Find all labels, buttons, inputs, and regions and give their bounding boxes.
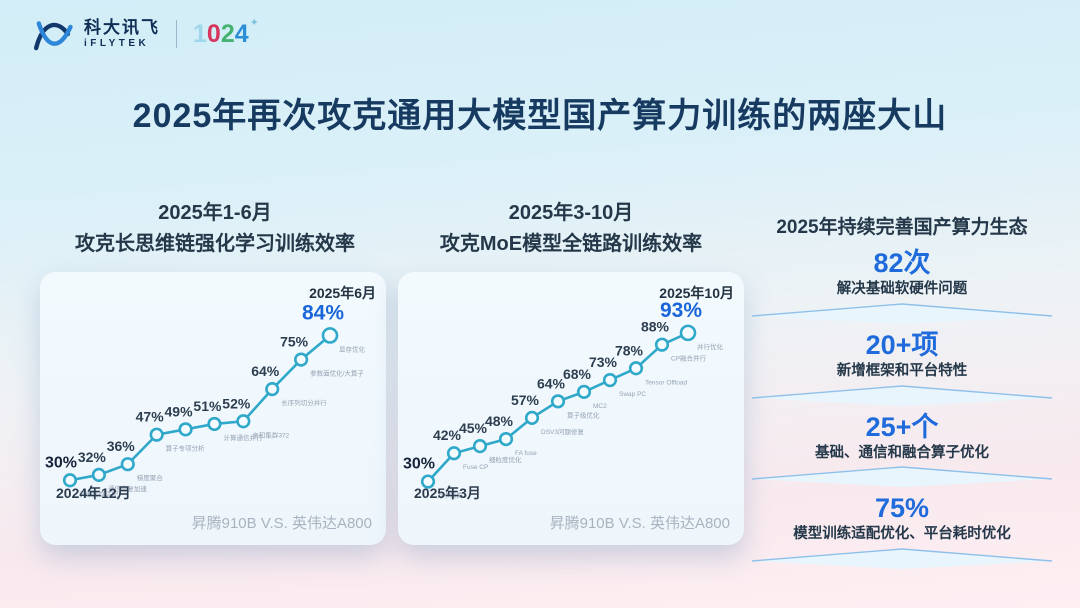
stat-block-issues: 82次 解决基础软硬件问题 [752, 248, 1052, 325]
svg-text:49%: 49% [165, 403, 194, 419]
svg-text:93%: 93% [660, 299, 702, 322]
chart2-start-date: 2025年3月 [414, 485, 481, 501]
brand-text: 科大讯飞 iFLYTEK [84, 19, 160, 49]
svg-text:30%: 30% [45, 454, 77, 471]
svg-text:Swap PC: Swap PC [619, 391, 646, 398]
chart1-heading-line2: 攻克长思维链强化学习训练效率 [75, 233, 355, 255]
svg-text:36%: 36% [107, 438, 136, 454]
stat-value: 75% [874, 493, 930, 524]
stat-value: 20+项 [865, 329, 939, 360]
chart1-heading: 2025年1-6月 攻克长思维链强化学习训练效率 [40, 198, 390, 260]
efficiency-chart-2: 30% 万卡集群 42% Fuse CP 45% 细粒度优化 48% FA fuse 57% DS… [403, 285, 734, 500]
right-panel-title: 2025年持续完善国产算力生态 [776, 217, 1028, 238]
svg-text:32%: 32% [78, 449, 107, 465]
svg-text:47%: 47% [136, 409, 165, 425]
svg-text:64%: 64% [537, 375, 566, 391]
event-1024-logo: 1 0 2 4 ✦ [193, 17, 259, 48]
chart2-heading: 2025年3-10月 攻克MoE模型全链路训练效率 [396, 198, 746, 260]
stat-label: 解决基础软硬件问题 [836, 281, 968, 298]
sparkle-icon: ✦ [249, 16, 259, 29]
iflytek-logo-icon [33, 21, 73, 51]
svg-text:万卡集群: 万卡集群 [437, 491, 464, 500]
svg-text:算子专项分析: 算子专项分析 [166, 444, 206, 453]
svg-text:51%: 51% [193, 398, 222, 414]
chart2-card: 30% 万卡集群 42% Fuse CP 45% 细粒度优化 48% FA fuse 57% DS… [398, 272, 744, 545]
stat-block-features: 20+项 新增框架和平台特性 [752, 330, 1052, 407]
svg-text:CP融合并行: CP融合并行 [671, 354, 707, 363]
stat-block-operators: 25+个 基础、通信和融合算子优化 [752, 412, 1052, 489]
stat-label: 新增框架和平台特性 [836, 362, 968, 379]
platform-shape [752, 384, 1052, 406]
chart1-comparison-label: 昇腾910B V.S. 英伟达A800 [191, 515, 372, 532]
svg-text:DSV3问题修复: DSV3问题修复 [541, 427, 584, 436]
svg-text:2025年6月: 2025年6月 [309, 285, 376, 301]
svg-text:52%: 52% [222, 395, 251, 411]
svg-text:算子级优化: 算子级优化 [567, 410, 600, 419]
svg-text:FA fuse: FA fuse [515, 450, 537, 457]
svg-text:通信修复加速: 通信修复加速 [108, 484, 148, 493]
svg-text:88%: 88% [641, 319, 670, 335]
svg-text:Fuse CP: Fuse CP [463, 464, 488, 471]
svg-text:78%: 78% [615, 342, 644, 358]
svg-text:MC2: MC2 [593, 403, 607, 410]
svg-text:75%: 75% [280, 334, 309, 350]
svg-text:细粒度优化: 细粒度优化 [489, 455, 522, 464]
svg-text:梯度聚合: 梯度聚合 [137, 473, 164, 482]
chart2-comparison-label: 昇腾910B V.S. 英伟达A800 [549, 515, 730, 532]
right-panel-stats: 82次 解决基础软硬件问题 20+项 新增框架和平台特性 25+个 基础、通信和… [752, 248, 1052, 575]
svg-text:参数面优化/大算子: 参数面优化/大算子 [310, 369, 364, 378]
chart1-start-date: 2024年12月 [56, 485, 131, 501]
chart1-heading-line1: 2025年1-6月 [158, 202, 272, 224]
chart1-card: 30% 训练集群适配 32% 通信修复加速 36% 梯度聚合 47% 算子专项分析 49% 51%… [40, 272, 386, 545]
svg-text:计算通信并行: 计算通信并行 [223, 433, 263, 442]
svg-text:30%: 30% [403, 456, 435, 473]
svg-text:并行优化: 并行优化 [697, 342, 724, 351]
svg-text:73%: 73% [589, 354, 618, 370]
svg-text:长序列切分并行: 长序列切分并行 [281, 398, 327, 407]
svg-text:64%: 64% [251, 363, 280, 379]
stat-value: 82次 [873, 248, 931, 278]
svg-text:84%: 84% [302, 301, 344, 324]
page-title: 2025年再次攻克通用大模型国产算力训练的两座大山 [132, 97, 948, 135]
logo-divider [176, 20, 177, 48]
digit-2: 2 [220, 19, 235, 48]
efficiency-chart-1: 30% 训练集群适配 32% 通信修复加速 36% 梯度聚合 47% 算子专项分析 49% 51%… [45, 285, 376, 498]
platform-shape [752, 303, 1052, 324]
brand-name-cn: 科大讯飞 [84, 18, 160, 37]
platform-shape [752, 548, 1052, 570]
svg-text:Tensor Offload: Tensor Offload [645, 379, 688, 386]
chart2-heading-line2: 攻克MoE模型全链路训练效率 [439, 233, 703, 255]
svg-text:68%: 68% [563, 366, 592, 382]
digit-1: 1 [193, 19, 207, 48]
svg-text:48%: 48% [485, 413, 514, 429]
digit-4: 4 [234, 19, 249, 48]
brand-name-en: iFLYTEK [84, 38, 150, 49]
stat-value: 25+个 [865, 411, 939, 442]
svg-text:显存优化: 显存优化 [339, 344, 366, 353]
chart2-heading-line1: 2025年3-10月 [508, 202, 634, 224]
digit-0: 0 [206, 19, 221, 48]
stat-block-training: 75% 模型训练适配优化、平台耗时优化 [752, 493, 1052, 570]
platform-shape [752, 466, 1052, 488]
svg-text:2025年10月: 2025年10月 [659, 285, 734, 301]
stat-label: 模型训练适配优化、平台耗时优化 [793, 526, 1011, 543]
header-logo: 科大讯飞 iFLYTEK 1 0 2 4 ✦ [30, 14, 259, 54]
svg-text:42%: 42% [433, 427, 462, 443]
svg-text:45%: 45% [459, 420, 488, 436]
stat-label: 基础、通信和融合算子优化 [815, 444, 989, 461]
svg-text:亲和集群372: 亲和集群372 [252, 430, 289, 439]
svg-text:训练集群适配: 训练集群适配 [79, 489, 119, 498]
svg-text:57%: 57% [511, 392, 540, 408]
